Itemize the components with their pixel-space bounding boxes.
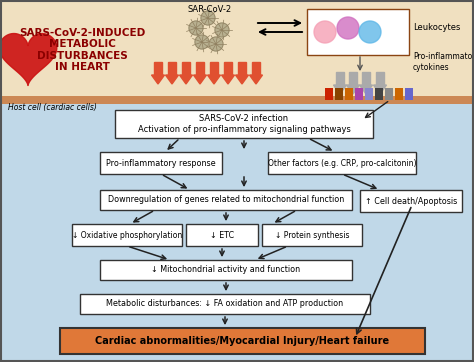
Text: Pro-inflammatory response: Pro-inflammatory response	[106, 159, 216, 168]
FancyBboxPatch shape	[385, 88, 393, 100]
Polygon shape	[374, 85, 386, 94]
Polygon shape	[180, 75, 192, 84]
Circle shape	[201, 11, 215, 25]
Polygon shape	[349, 72, 357, 85]
Polygon shape	[154, 62, 162, 75]
Circle shape	[337, 17, 359, 39]
Polygon shape	[238, 62, 246, 75]
Text: ↓ Mitochondrial activity and function: ↓ Mitochondrial activity and function	[151, 265, 301, 274]
Text: Pro-inflammatory
cytokines: Pro-inflammatory cytokines	[413, 52, 474, 72]
Text: ↓ Oxidative phosphorylation: ↓ Oxidative phosphorylation	[72, 231, 182, 240]
FancyBboxPatch shape	[375, 88, 383, 100]
FancyBboxPatch shape	[262, 224, 362, 246]
Text: Downregulation of genes related to mitochondrial function: Downregulation of genes related to mitoc…	[108, 195, 344, 205]
FancyBboxPatch shape	[0, 100, 474, 362]
FancyBboxPatch shape	[395, 88, 403, 100]
Polygon shape	[336, 72, 344, 85]
Text: Cardiac abnormalities/Myocardial Injury/Heart failure: Cardiac abnormalities/Myocardial Injury/…	[95, 336, 389, 346]
FancyBboxPatch shape	[60, 328, 425, 354]
Circle shape	[314, 21, 336, 43]
FancyBboxPatch shape	[186, 224, 258, 246]
Polygon shape	[165, 75, 179, 84]
Text: Leukocytes: Leukocytes	[413, 22, 460, 31]
Circle shape	[189, 21, 203, 35]
FancyBboxPatch shape	[72, 224, 182, 246]
Circle shape	[209, 37, 223, 51]
FancyBboxPatch shape	[100, 190, 352, 210]
Polygon shape	[359, 85, 373, 94]
Text: ↓ ETC: ↓ ETC	[210, 231, 234, 240]
Polygon shape	[0, 34, 57, 85]
FancyBboxPatch shape	[0, 96, 474, 104]
Text: Other factors (e.g. CRP, pro-calcitonin): Other factors (e.g. CRP, pro-calcitonin)	[268, 159, 416, 168]
FancyBboxPatch shape	[365, 88, 373, 100]
Polygon shape	[210, 62, 218, 75]
Polygon shape	[346, 85, 359, 94]
FancyBboxPatch shape	[360, 190, 462, 212]
Polygon shape	[208, 75, 220, 84]
Text: ↑ Cell death/Apoptosis: ↑ Cell death/Apoptosis	[365, 197, 457, 206]
FancyBboxPatch shape	[80, 294, 370, 314]
FancyBboxPatch shape	[100, 152, 222, 174]
Text: Metabolic disturbances: ↓ FA oxidation and ATP production: Metabolic disturbances: ↓ FA oxidation a…	[107, 299, 344, 308]
Polygon shape	[196, 62, 204, 75]
Polygon shape	[193, 75, 207, 84]
Polygon shape	[168, 62, 176, 75]
FancyBboxPatch shape	[115, 110, 373, 138]
Polygon shape	[224, 62, 232, 75]
Circle shape	[195, 35, 209, 49]
Polygon shape	[182, 62, 190, 75]
Polygon shape	[236, 75, 248, 84]
Text: ↓ Protein synthesis: ↓ Protein synthesis	[275, 231, 349, 240]
Polygon shape	[252, 62, 260, 75]
Polygon shape	[334, 85, 346, 94]
Polygon shape	[376, 72, 384, 85]
FancyBboxPatch shape	[307, 9, 409, 55]
FancyBboxPatch shape	[405, 88, 413, 100]
Text: Host cell (cardiac cells): Host cell (cardiac cells)	[8, 103, 97, 112]
FancyBboxPatch shape	[268, 152, 416, 174]
Text: SAR-CoV-2: SAR-CoV-2	[188, 4, 232, 13]
FancyBboxPatch shape	[335, 88, 343, 100]
Text: SARS-CoV-2 infection
Activation of pro-inflammatory signaling pathways: SARS-CoV-2 infection Activation of pro-i…	[137, 114, 350, 134]
Polygon shape	[221, 75, 235, 84]
FancyBboxPatch shape	[345, 88, 353, 100]
Polygon shape	[362, 72, 370, 85]
FancyBboxPatch shape	[355, 88, 363, 100]
Polygon shape	[152, 75, 164, 84]
Circle shape	[215, 23, 229, 37]
FancyBboxPatch shape	[100, 260, 352, 280]
Circle shape	[359, 21, 381, 43]
Polygon shape	[249, 75, 263, 84]
FancyBboxPatch shape	[325, 88, 333, 100]
Text: SARS-CoV-2-INDUCED
METABOLIC
DISTURBANCES
IN HEART: SARS-CoV-2-INDUCED METABOLIC DISTURBANCE…	[19, 28, 145, 72]
